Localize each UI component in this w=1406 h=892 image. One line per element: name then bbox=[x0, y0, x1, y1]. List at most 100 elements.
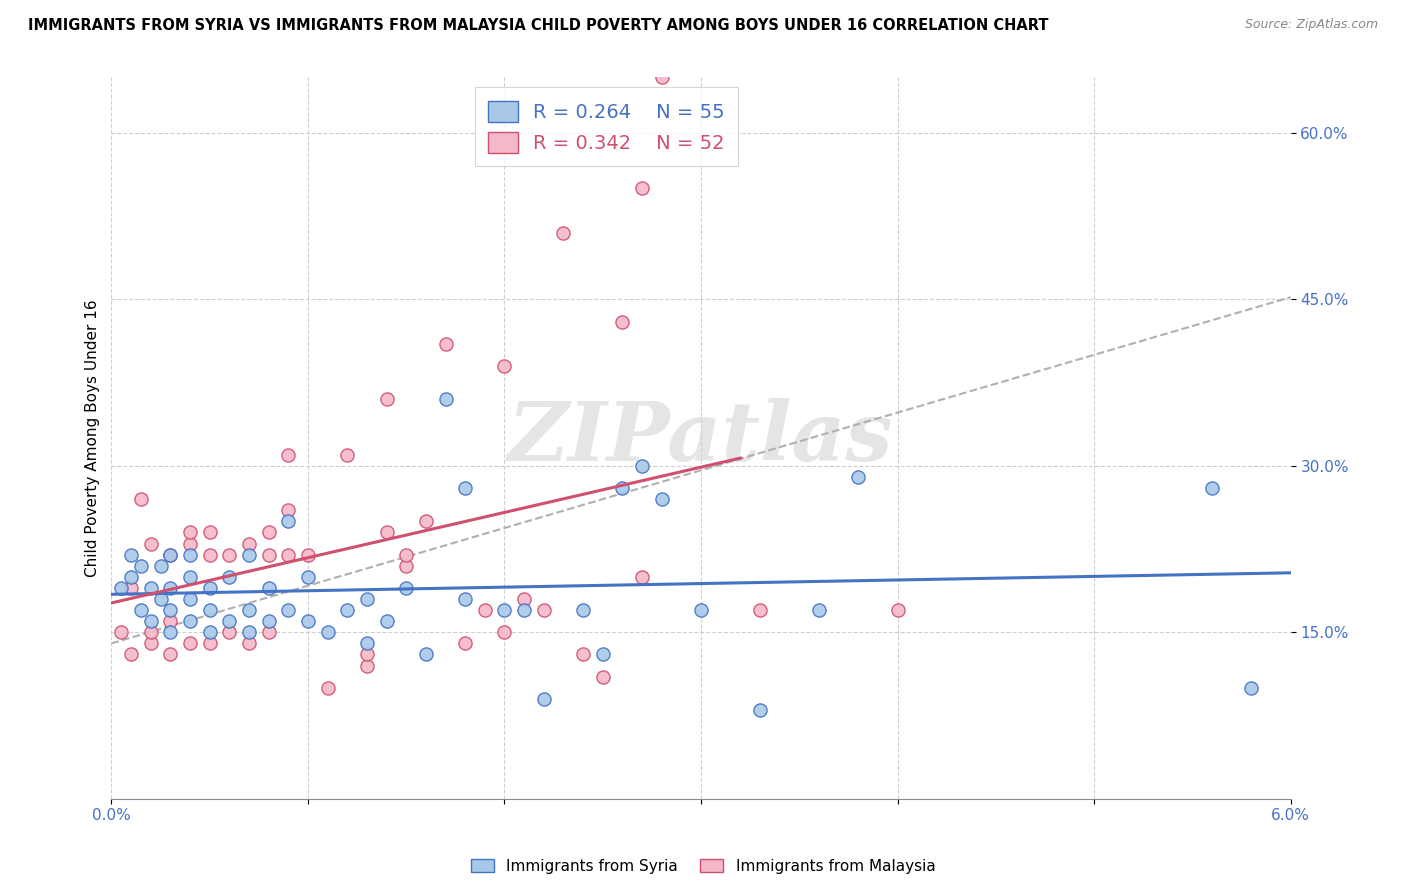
Point bbox=[179, 614, 201, 628]
Point bbox=[149, 592, 172, 607]
Point bbox=[277, 548, 299, 562]
Point bbox=[198, 636, 221, 650]
Point bbox=[553, 226, 575, 240]
Point bbox=[690, 603, 713, 617]
Point bbox=[139, 636, 162, 650]
Point bbox=[533, 603, 555, 617]
Point bbox=[277, 448, 299, 462]
Point bbox=[159, 548, 181, 562]
Point bbox=[198, 603, 221, 617]
Point bbox=[631, 570, 654, 584]
Point bbox=[120, 548, 142, 562]
Point bbox=[513, 603, 536, 617]
Point bbox=[846, 470, 869, 484]
Point bbox=[592, 670, 614, 684]
Point bbox=[1240, 681, 1263, 695]
Point bbox=[356, 636, 378, 650]
Point bbox=[110, 581, 132, 595]
Point bbox=[297, 614, 319, 628]
Point bbox=[277, 514, 299, 528]
Point bbox=[375, 525, 398, 540]
Point bbox=[179, 636, 201, 650]
Point bbox=[257, 525, 280, 540]
Point bbox=[395, 558, 418, 573]
Point bbox=[179, 570, 201, 584]
Point bbox=[257, 614, 280, 628]
Point bbox=[572, 603, 595, 617]
Point bbox=[139, 581, 162, 595]
Point bbox=[139, 625, 162, 640]
Point bbox=[198, 548, 221, 562]
Point bbox=[159, 603, 181, 617]
Point bbox=[612, 481, 634, 495]
Point bbox=[110, 625, 132, 640]
Point bbox=[336, 448, 359, 462]
Point bbox=[454, 636, 477, 650]
Point bbox=[297, 570, 319, 584]
Point bbox=[316, 681, 339, 695]
Point bbox=[257, 625, 280, 640]
Point bbox=[238, 536, 260, 550]
Point bbox=[375, 614, 398, 628]
Point bbox=[1201, 481, 1223, 495]
Point bbox=[612, 315, 634, 329]
Point bbox=[129, 558, 152, 573]
Point bbox=[316, 625, 339, 640]
Point bbox=[218, 570, 240, 584]
Point bbox=[277, 503, 299, 517]
Point bbox=[179, 548, 201, 562]
Point bbox=[129, 603, 152, 617]
Text: IMMIGRANTS FROM SYRIA VS IMMIGRANTS FROM MALAYSIA CHILD POVERTY AMONG BOYS UNDER: IMMIGRANTS FROM SYRIA VS IMMIGRANTS FROM… bbox=[28, 18, 1049, 33]
Point bbox=[149, 558, 172, 573]
Point bbox=[375, 392, 398, 407]
Point bbox=[159, 648, 181, 662]
Point bbox=[356, 592, 378, 607]
Point bbox=[395, 548, 418, 562]
Point bbox=[198, 625, 221, 640]
Point bbox=[238, 636, 260, 650]
Point bbox=[257, 548, 280, 562]
Point bbox=[749, 603, 772, 617]
Point bbox=[179, 525, 201, 540]
Point bbox=[395, 581, 418, 595]
Point bbox=[120, 570, 142, 584]
Text: ZIPatlas: ZIPatlas bbox=[508, 398, 894, 478]
Point bbox=[218, 614, 240, 628]
Point bbox=[257, 581, 280, 595]
Point bbox=[434, 392, 457, 407]
Point bbox=[198, 581, 221, 595]
Point bbox=[277, 603, 299, 617]
Point bbox=[807, 603, 830, 617]
Point bbox=[159, 625, 181, 640]
Point bbox=[336, 603, 359, 617]
Point bbox=[454, 481, 477, 495]
Y-axis label: Child Poverty Among Boys Under 16: Child Poverty Among Boys Under 16 bbox=[86, 300, 100, 577]
Point bbox=[651, 70, 673, 85]
Point bbox=[139, 614, 162, 628]
Point bbox=[120, 648, 142, 662]
Point bbox=[218, 625, 240, 640]
Point bbox=[631, 458, 654, 473]
Point bbox=[356, 648, 378, 662]
Point bbox=[129, 492, 152, 507]
Legend: R = 0.264    N = 55, R = 0.342    N = 52: R = 0.264 N = 55, R = 0.342 N = 52 bbox=[475, 87, 738, 167]
Point bbox=[297, 548, 319, 562]
Point bbox=[198, 525, 221, 540]
Point bbox=[513, 592, 536, 607]
Point bbox=[494, 603, 516, 617]
Point bbox=[159, 581, 181, 595]
Point bbox=[238, 603, 260, 617]
Point bbox=[434, 336, 457, 351]
Point bbox=[159, 548, 181, 562]
Point bbox=[179, 536, 201, 550]
Point bbox=[494, 359, 516, 373]
Point bbox=[454, 592, 477, 607]
Point bbox=[592, 648, 614, 662]
Point bbox=[179, 592, 201, 607]
Point bbox=[218, 548, 240, 562]
Point bbox=[886, 603, 908, 617]
Point bbox=[415, 514, 437, 528]
Point bbox=[474, 603, 496, 617]
Point bbox=[631, 181, 654, 195]
Point bbox=[494, 625, 516, 640]
